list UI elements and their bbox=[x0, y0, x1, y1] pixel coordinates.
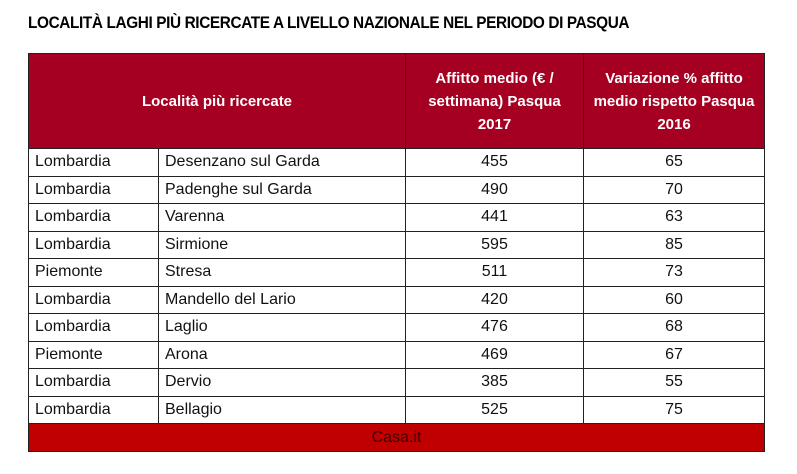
header-row: Località più ricercate Affitto medio (€ … bbox=[28, 53, 765, 149]
region-cell: Piemonte bbox=[28, 258, 159, 287]
change-cell: 73 bbox=[583, 258, 765, 287]
rent-cell: 469 bbox=[405, 340, 584, 369]
change-cell: 68 bbox=[583, 313, 765, 342]
region-cell: Lombardia bbox=[28, 285, 159, 314]
rentals-table: Località più ricercate Affitto medio (€ … bbox=[28, 53, 765, 452]
table-row: Lombardia Bellagio 525 75 bbox=[28, 395, 765, 424]
town-cell: Arona bbox=[158, 340, 406, 369]
town-cell: Sirmione bbox=[158, 230, 406, 259]
region-cell: Lombardia bbox=[28, 203, 159, 232]
footer-row: Casa.it bbox=[28, 423, 765, 452]
change-cell: 85 bbox=[583, 230, 765, 259]
header-localita: Località più ricercate bbox=[28, 53, 406, 149]
change-cell: 67 bbox=[583, 340, 765, 369]
rent-cell: 595 bbox=[405, 230, 584, 259]
table-row: Piemonte Arona 469 67 bbox=[28, 340, 765, 369]
table-row: Lombardia Laglio 476 68 bbox=[28, 313, 765, 342]
change-cell: 65 bbox=[583, 148, 765, 177]
rent-cell: 420 bbox=[405, 285, 584, 314]
region-cell: Lombardia bbox=[28, 175, 159, 204]
table-title: LOCALITÀ LAGHI PIÙ RICERCATE A LIVELLO N… bbox=[28, 14, 630, 32]
change-cell: 60 bbox=[583, 285, 765, 314]
town-cell: Padenghe sul Garda bbox=[158, 175, 406, 204]
town-cell: Desenzano sul Garda bbox=[158, 148, 406, 177]
town-cell: Varenna bbox=[158, 203, 406, 232]
region-cell: Piemonte bbox=[28, 340, 159, 369]
region-cell: Lombardia bbox=[28, 148, 159, 177]
table-row: Piemonte Stresa 511 73 bbox=[28, 258, 765, 287]
region-cell: Lombardia bbox=[28, 395, 159, 424]
town-cell: Bellagio bbox=[158, 395, 406, 424]
rent-cell: 441 bbox=[405, 203, 584, 232]
region-cell: Lombardia bbox=[28, 230, 159, 259]
rent-cell: 385 bbox=[405, 368, 584, 397]
table-row: Lombardia Dervio 385 55 bbox=[28, 368, 765, 397]
table-row: Lombardia Desenzano sul Garda 455 65 bbox=[28, 148, 765, 177]
region-cell: Lombardia bbox=[28, 368, 159, 397]
region-cell: Lombardia bbox=[28, 313, 159, 342]
rent-cell: 455 bbox=[405, 148, 584, 177]
change-cell: 55 bbox=[583, 368, 765, 397]
rent-cell: 476 bbox=[405, 313, 584, 342]
change-cell: 63 bbox=[583, 203, 765, 232]
table-row: Lombardia Sirmione 595 85 bbox=[28, 230, 765, 259]
source-label: Casa.it bbox=[28, 423, 765, 452]
header-variazione: Variazione % affitto medio rispetto Pasq… bbox=[583, 53, 765, 149]
rent-cell: 525 bbox=[405, 395, 584, 424]
table-row: Lombardia Varenna 441 63 bbox=[28, 203, 765, 232]
change-cell: 75 bbox=[583, 395, 765, 424]
town-cell: Laglio bbox=[158, 313, 406, 342]
rent-cell: 490 bbox=[405, 175, 584, 204]
table-row: Lombardia Mandello del Lario 420 60 bbox=[28, 285, 765, 314]
town-cell: Stresa bbox=[158, 258, 406, 287]
town-cell: Mandello del Lario bbox=[158, 285, 406, 314]
rent-cell: 511 bbox=[405, 258, 584, 287]
change-cell: 70 bbox=[583, 175, 765, 204]
header-affitto: Affitto medio (€ / settimana) Pasqua 201… bbox=[405, 53, 584, 149]
table-row: Lombardia Padenghe sul Garda 490 70 bbox=[28, 175, 765, 204]
town-cell: Dervio bbox=[158, 368, 406, 397]
